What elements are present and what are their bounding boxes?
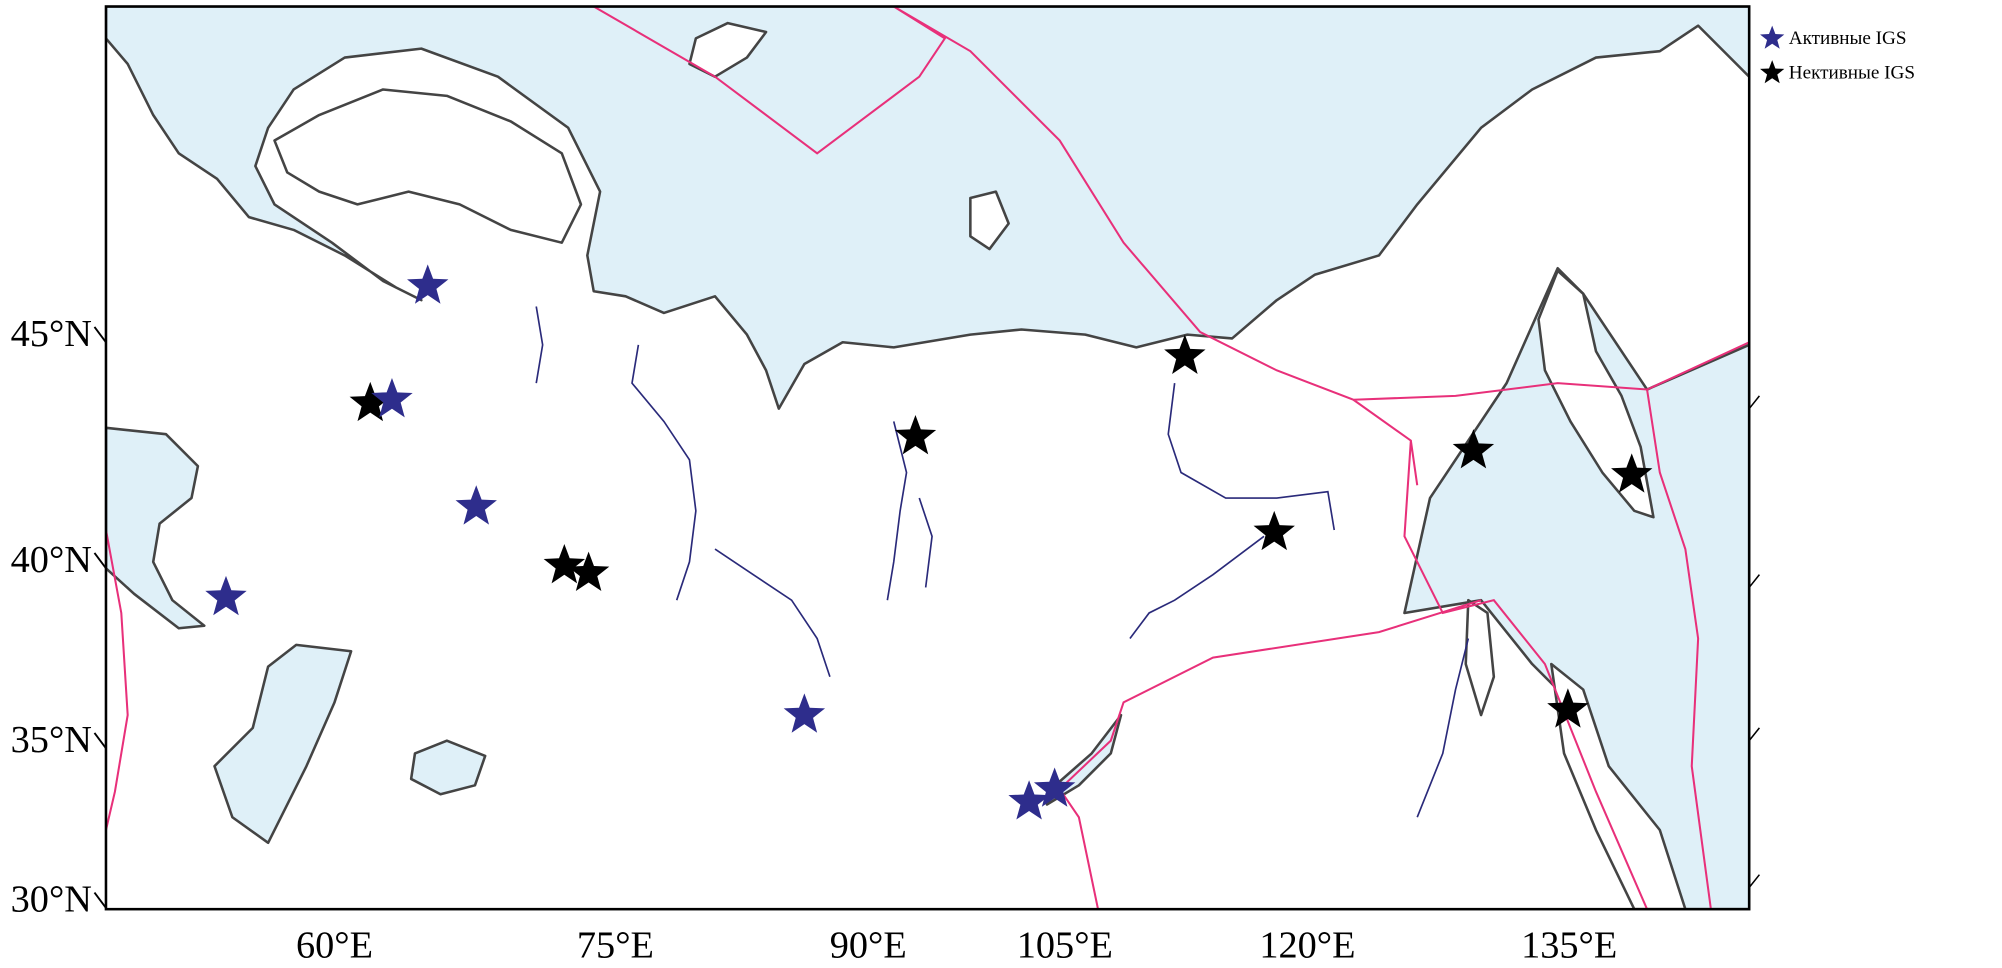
inactive-station (1452, 429, 1495, 469)
legend: Активные IGS Нективные IGS (1760, 25, 1915, 84)
map-body (105, 6, 1750, 910)
rivers (535, 306, 1470, 818)
legend-label: Активные IGS (1789, 28, 1907, 49)
longitude-label: 135°E (1521, 925, 1617, 967)
latitude-label: 30°N (11, 879, 92, 921)
inactive-station (543, 544, 586, 584)
active-station (205, 575, 247, 616)
kola-peninsula (273, 88, 583, 244)
latitude-label: 45°N (11, 313, 92, 355)
longitude-label: 105°E (1017, 925, 1113, 967)
lake-balkhash (409, 739, 487, 796)
inactive-station (894, 415, 937, 455)
japan (1550, 662, 1687, 910)
arctic-ocean (105, 6, 1750, 410)
legend-marker (1760, 25, 1785, 49)
latitude-tick (93, 732, 107, 749)
active-station (1033, 767, 1076, 807)
inactive-station (567, 551, 610, 591)
caspian-sea (105, 426, 206, 630)
axis-ticks: 45°N 40°N 35°N 30°N 60°E 75°E 90°E 105°E 120°E 13… (11, 313, 1761, 967)
active-station (1008, 780, 1050, 820)
legend-label: Нективные IGS (1789, 63, 1915, 84)
inactive-station (1611, 453, 1653, 493)
kamchatka (1537, 269, 1655, 519)
longitude-label: 75°E (577, 925, 654, 967)
severnaya-zemlya (969, 190, 1010, 251)
latitude-tick (93, 891, 107, 909)
sakhalin (1464, 598, 1496, 717)
latitude-tick (93, 552, 107, 569)
active-station (371, 378, 413, 418)
active-station (783, 693, 826, 733)
right-tick (1748, 727, 1761, 742)
right-tick (1748, 395, 1761, 410)
map-frame (104, 5, 1751, 911)
active-station (455, 485, 497, 525)
longitude-label: 60°E (296, 925, 373, 967)
plate-boundary (105, 6, 1750, 910)
latitude-label: 35°N (11, 719, 92, 761)
inactive-station (1547, 688, 1589, 728)
longitude-label: 120°E (1259, 925, 1355, 967)
aral-sea (213, 643, 353, 845)
inactive-station (1164, 334, 1206, 374)
latitude-label: 40°N (11, 539, 92, 581)
inactive-station (349, 381, 391, 422)
latitude-tick (93, 326, 107, 343)
novaya-zemlya (688, 21, 768, 78)
legend-marker (1760, 60, 1785, 84)
right-tick (1748, 574, 1761, 588)
right-tick (1748, 874, 1761, 888)
stations (205, 264, 1653, 820)
inactive-station (1253, 510, 1295, 551)
active-station (407, 264, 449, 304)
longitude-label: 90°E (830, 925, 907, 967)
